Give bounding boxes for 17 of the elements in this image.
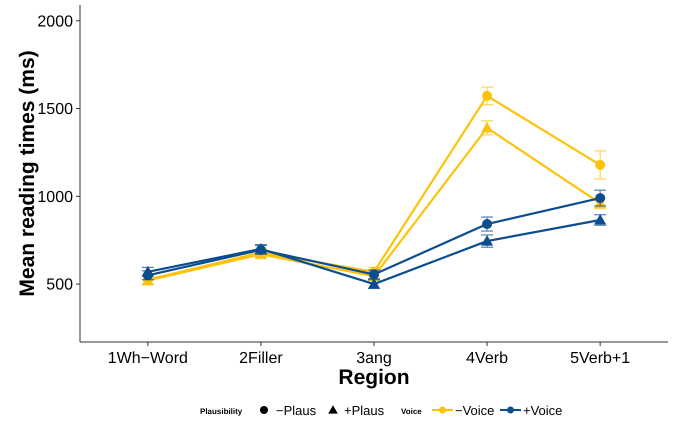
x-tick-label: 1Wh−Word	[108, 350, 188, 367]
y-tick-label: 1000	[37, 188, 74, 206]
x-tick-label: 2Filler	[239, 350, 284, 367]
y-axis-title: Mean reading times (ms)	[16, 50, 39, 297]
x-tick-label: 3ang	[356, 350, 392, 367]
text: +Plaus	[344, 403, 385, 418]
y-tick-label: 1500	[37, 101, 74, 118]
x-tick-label: 4Verb	[466, 350, 508, 367]
y-tick-label: 500	[46, 276, 74, 294]
text: −Voice	[455, 403, 494, 418]
y-tick-label: 2000	[37, 13, 74, 30]
x-axis-title: Region	[338, 366, 410, 389]
text: Voice	[401, 407, 422, 416]
text: +Voice	[523, 403, 562, 418]
text: −Plaus	[276, 403, 317, 418]
text: Plausibility	[200, 407, 243, 416]
x-tick-label: 5Verb+1	[570, 350, 630, 367]
